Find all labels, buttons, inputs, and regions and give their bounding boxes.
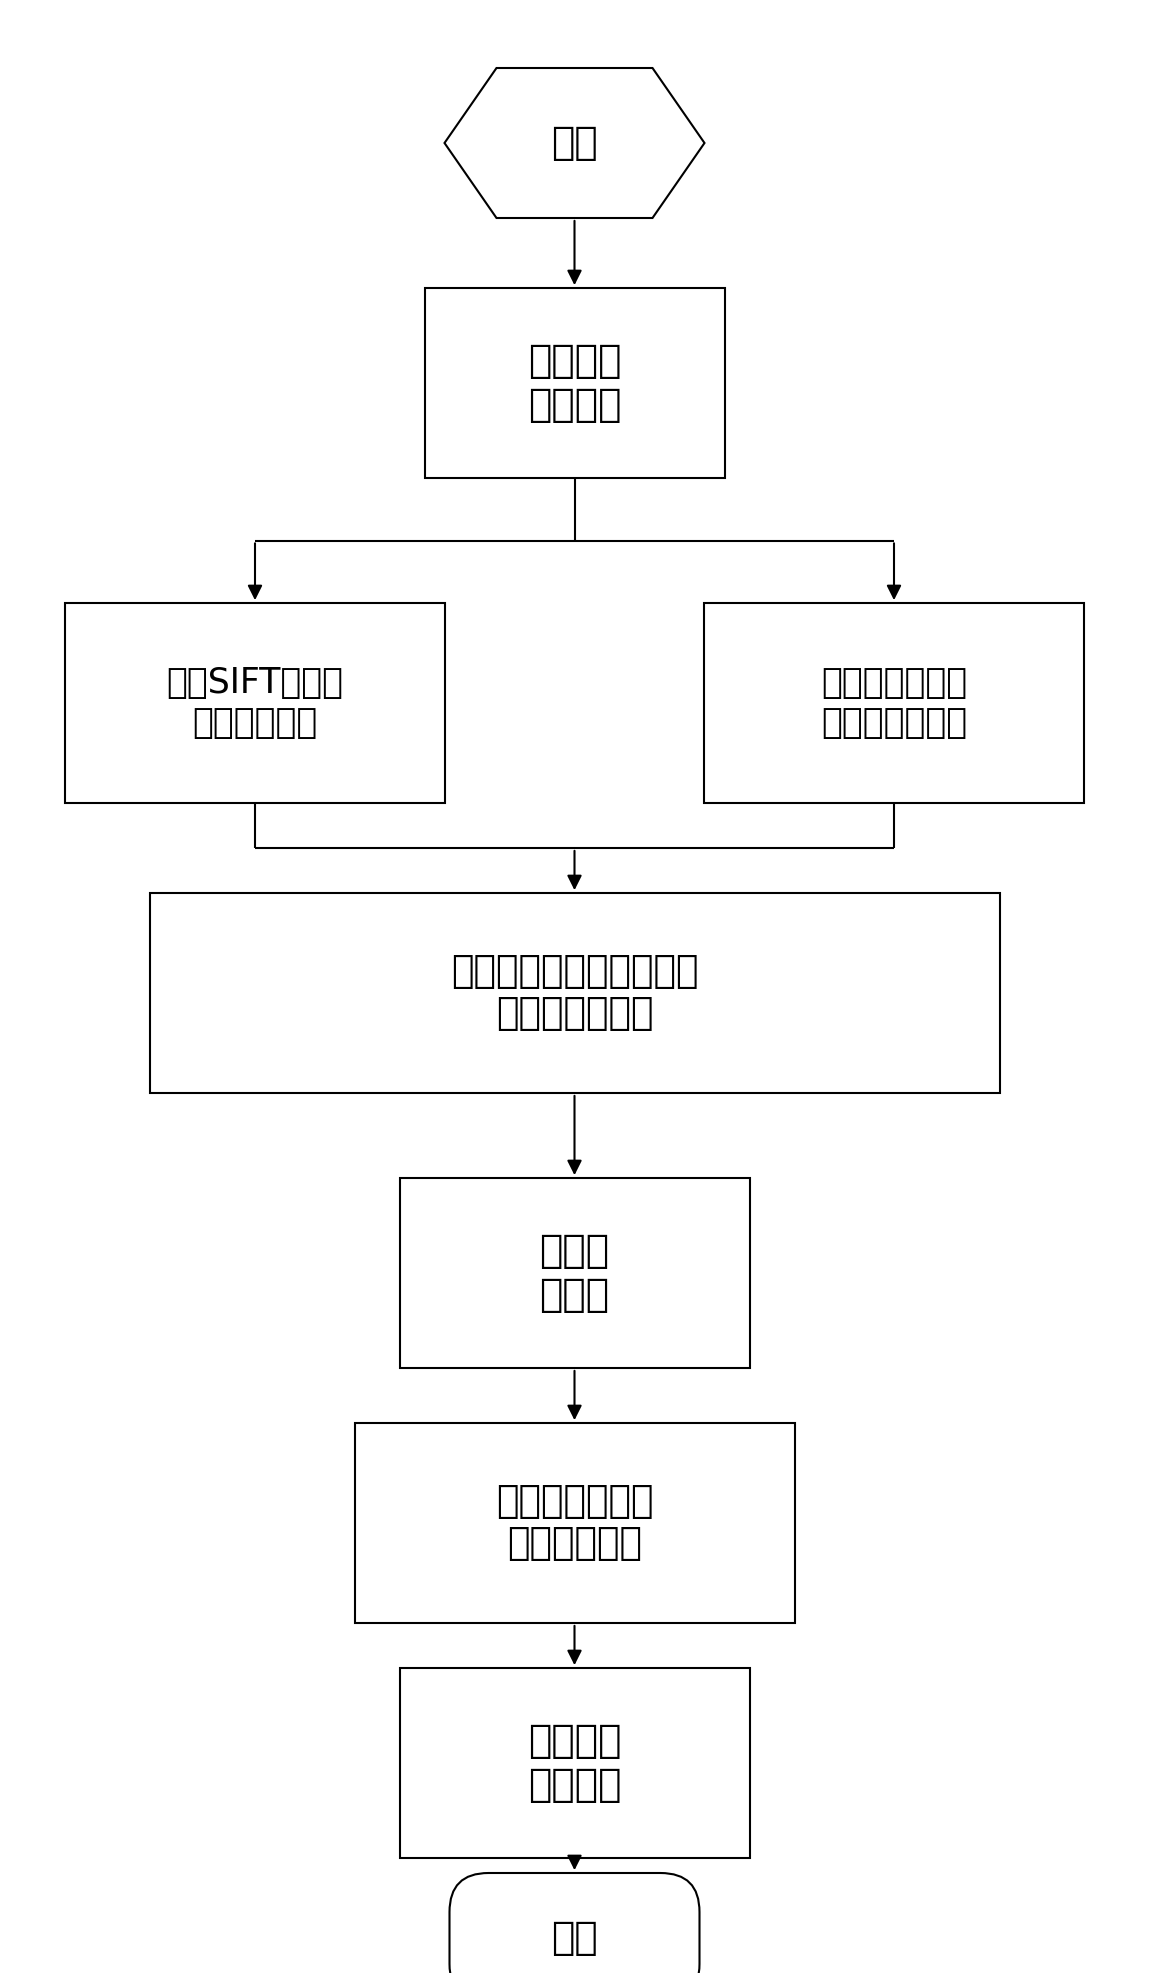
Polygon shape xyxy=(445,67,704,217)
Bar xyxy=(704,604,1084,803)
Text: 利用SIFT解算移
动载体的速度: 利用SIFT解算移 动载体的速度 xyxy=(167,667,344,740)
Text: 输出校正
后的速度: 输出校正 后的速度 xyxy=(527,1722,622,1803)
Text: 开始: 开始 xyxy=(552,124,597,162)
Text: 利用光流法解算
移动载体的速度: 利用光流法解算 移动载体的速度 xyxy=(820,667,967,740)
Bar xyxy=(424,288,725,477)
FancyBboxPatch shape xyxy=(449,1872,700,1973)
Bar xyxy=(355,1423,794,1624)
Text: 获取移动
载体视频: 获取移动 载体视频 xyxy=(527,341,622,424)
Bar xyxy=(65,604,445,803)
Bar xyxy=(400,1667,749,1859)
Bar xyxy=(149,894,1000,1093)
Text: 计算两种方法解算速度之
差与加速度之差: 计算两种方法解算速度之 差与加速度之差 xyxy=(450,955,699,1032)
Text: 卡尔曼
滤波器: 卡尔曼 滤波器 xyxy=(539,1231,610,1314)
Bar xyxy=(400,1178,749,1367)
Text: 对光流法解算的
速度进行校正: 对光流法解算的 速度进行校正 xyxy=(495,1484,654,1563)
Text: 结束: 结束 xyxy=(552,1920,597,1957)
